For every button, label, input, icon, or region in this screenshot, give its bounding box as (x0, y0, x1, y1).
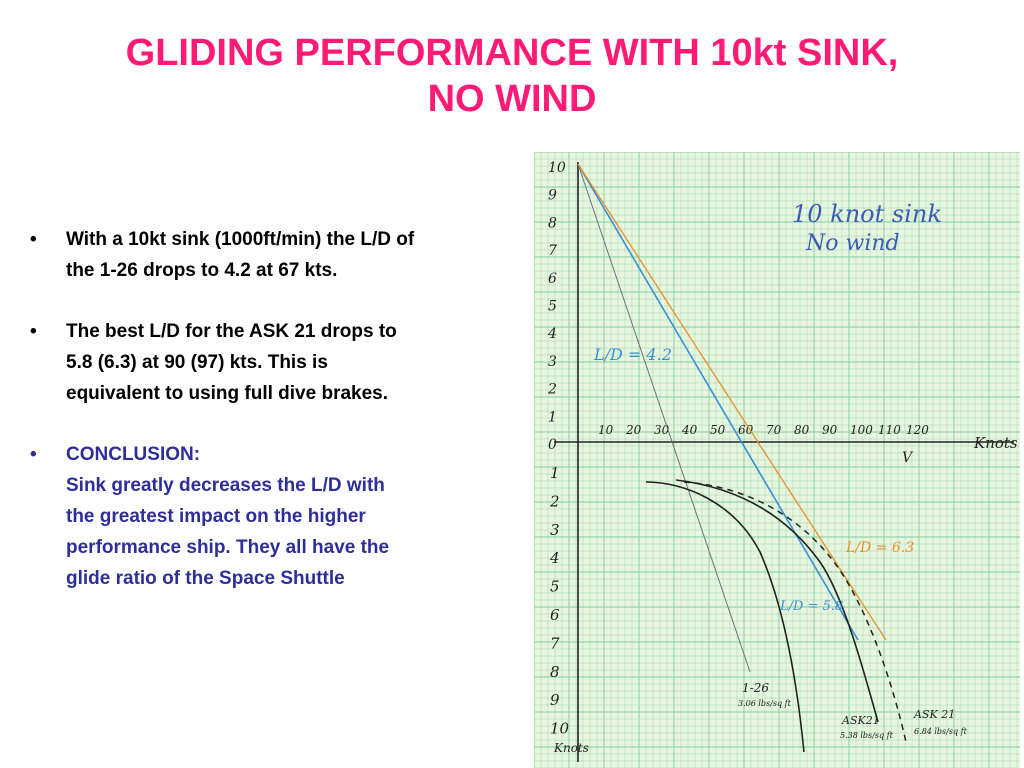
bullet-line: equivalent to using full dive brakes. (66, 383, 389, 404)
x-tick-label: 80 (794, 423, 810, 437)
x-tick-label: 50 (710, 423, 726, 437)
bullet-dot-icon: • (30, 321, 37, 342)
x-tick-label: 30 (654, 423, 670, 437)
x-tick-label: 110 (878, 423, 901, 437)
tangent-line-ask21-orange (577, 163, 887, 641)
y-tick-label: 4 (547, 326, 557, 342)
polar-label-ask21-b: ASK 21 (913, 708, 955, 721)
bullet-list: • With a 10kt sink (1000ft/min) the L/D … (30, 224, 535, 624)
x-axis-labels: 10 20 30 40 50 60 70 80 90 100 110 120 (598, 423, 929, 437)
tangent-line-ask21-blue (577, 163, 859, 641)
polar-sublabel-ask21-a: 5.38 lbs/sq ft (840, 731, 894, 740)
bullet-item-ask21: • The best L/D for the ASK 21 drops to 5… (30, 316, 535, 409)
y-tick-label: 4 (549, 549, 560, 567)
graph-note: 10 knot sink No wind (792, 200, 942, 256)
bullet-item-sink-1-26: • With a 10kt sink (1000ft/min) the L/D … (30, 224, 535, 286)
bullet-line: performance ship. They all have the (66, 537, 390, 558)
polar-label-ask21-a: ASK21 (841, 714, 880, 727)
bullet-line: the greatest impact on the higher (66, 506, 366, 527)
bullet-line: Sink greatly decreases the L/D with (66, 475, 385, 496)
graph-paper-image: 10 9 8 7 6 5 4 3 2 1 0 1 2 3 4 5 6 7 8 9 10 10 20 30 40 50 60 70 8… (534, 152, 1020, 768)
graph-note-line-2: No wind (805, 231, 900, 256)
y-tick-label: 2 (549, 492, 560, 510)
polar-sublabel-1-26: 3.06 lbs/sq ft (738, 699, 792, 708)
bullet-line: CONCLUSION: (66, 444, 201, 465)
y-tick-label: 6 (548, 271, 557, 287)
tangent-line-1-26 (577, 163, 751, 673)
title-line-1: GLIDING PERFORMANCE WITH 10kt SINK, (125, 32, 899, 74)
polar-sublabel-ask21-b: 6.84 lbs/sq ft (914, 727, 968, 736)
y-tick-label: 8 (550, 663, 560, 681)
x-axis-symbol: V (902, 450, 914, 466)
y-tick-label: 2 (547, 382, 557, 398)
polar-labels: 1-26 3.06 lbs/sq ft ASK21 5.38 lbs/sq ft… (738, 681, 968, 740)
y-tick-label: 5 (550, 578, 560, 596)
y-tick-label: 7 (548, 243, 557, 259)
x-tick-label: 40 (681, 423, 698, 437)
bullet-line: The best L/D for the ASK 21 drops to (66, 321, 397, 342)
y-tick-label: 8 (548, 215, 557, 231)
y-tick-label: 1 (548, 409, 557, 425)
y-tick-label: 9 (548, 188, 557, 204)
y-tick-label: 3 (548, 354, 557, 370)
y-tick-label: 5 (548, 299, 557, 315)
bullet-line: With a 10kt sink (1000ft/min) the L/D of (66, 229, 415, 250)
x-tick-label: 60 (738, 423, 754, 437)
bullet-line: the 1-26 drops to 4.2 at 67 kts. (66, 260, 338, 281)
bullet-line: 5.8 (6.3) at 90 (97) kts. This is (66, 352, 328, 373)
annotation-ld-ask21-orange: L/D = 6.3 (845, 540, 914, 556)
bullet-line: glide ratio of the Space Shuttle (66, 568, 345, 589)
title-line-2: NO WIND (427, 78, 597, 120)
x-tick-label: 70 (766, 423, 782, 437)
y-tick-label: 1 (550, 464, 560, 482)
y-tick-label: 9 (550, 691, 560, 709)
y-tick-label: 10 (548, 160, 566, 176)
y-axis-lower-labels: 1 2 3 4 5 6 7 8 9 10 (549, 464, 570, 738)
y-axis-name: Knots (553, 741, 589, 755)
polar-curve-1-26 (645, 481, 805, 753)
graph-note-line-1: 10 knot sink (792, 200, 942, 228)
y-tick-label: 7 (550, 634, 560, 652)
x-tick-label: 120 (906, 423, 929, 437)
bullet-item-conclusion: • CONCLUSION: Sink greatly decreases the… (30, 439, 535, 594)
y-tick-label: 0 (548, 437, 557, 453)
slide-title: GLIDING PERFORMANCE WITH 10kt SINK, NO W… (0, 30, 1024, 122)
x-tick-label: 10 (598, 423, 614, 437)
bullet-dot-icon: • (30, 444, 37, 465)
x-tick-label: 20 (625, 423, 642, 437)
x-axis-name: Knots (973, 434, 1018, 452)
x-tick-label: 90 (822, 423, 838, 437)
x-tick-label: 100 (850, 423, 873, 437)
polar-curve-ask21-solid (675, 479, 879, 723)
annotation-ld-ask21-blue: L/D = 5.8 (779, 599, 843, 614)
y-tick-label: 10 (550, 720, 570, 738)
bullet-dot-icon: • (30, 229, 37, 250)
graph-grid (534, 152, 1020, 768)
y-tick-label: 3 (550, 521, 560, 539)
y-tick-label: 6 (550, 606, 560, 624)
annotation-ld-1-26: L/D = 4.2 (593, 345, 672, 364)
polar-label-1-26: 1-26 (742, 681, 769, 695)
